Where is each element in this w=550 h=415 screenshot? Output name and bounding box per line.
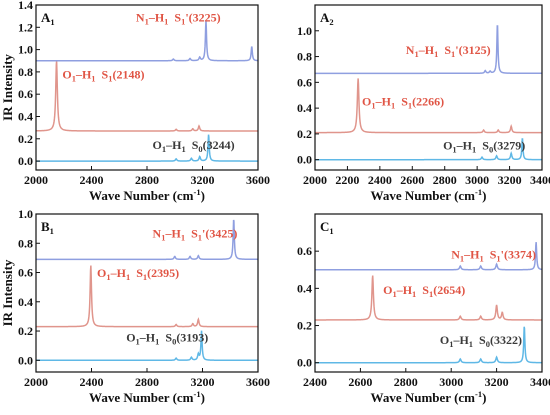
x-axis-label: Wave Number (cm-1) <box>89 187 205 203</box>
x-axis-label: Wave Number (cm-1) <box>371 187 487 203</box>
y-axis-label: IR Intensity <box>0 54 15 121</box>
spectrum-line-3 <box>36 20 258 62</box>
peak-annotation-3: O1–H1 S0(3244) <box>153 138 235 154</box>
spectrum-line-1 <box>315 326 542 364</box>
panel-label: A2 <box>320 10 334 27</box>
y-tick-label: 0.2 <box>18 132 33 146</box>
x-tick-label: 3000 <box>439 375 463 389</box>
x-tick-label: 2600 <box>400 173 424 187</box>
x-axis-label: Wave Number (cm-1) <box>89 389 205 405</box>
plot-frame <box>314 213 543 373</box>
y-tick-label: 1.2 <box>18 20 33 34</box>
x-tick-label: 2000 <box>24 375 48 389</box>
y-tick-label: 0.0 <box>18 353 33 367</box>
plot-frame <box>314 4 543 171</box>
x-tick-label: 2400 <box>303 375 327 389</box>
y-tick-label: 0.2 <box>297 319 312 333</box>
spectrum-line-2 <box>315 275 542 321</box>
x-tick-label: 2400 <box>80 173 104 187</box>
x-tick-label: 3200 <box>498 173 522 187</box>
x-tick-label: 2000 <box>303 173 327 187</box>
y-tick-label: 0.6 <box>18 87 33 101</box>
y-tick-label: 0.6 <box>18 266 33 280</box>
y-tick-label: 0.4 <box>297 101 312 115</box>
panel-label: C1 <box>320 219 334 236</box>
peak-annotation-1: N1–H1 S1'(3374) <box>451 248 536 264</box>
x-tick-label: 2400 <box>80 375 104 389</box>
y-tick-label: 0.6 <box>297 75 312 89</box>
peak-annotation-3: O1–H1 S0(3322) <box>440 333 522 349</box>
panel-label: A1 <box>41 10 55 27</box>
y-tick-label: 1.0 <box>297 24 312 38</box>
peak-annotation-2: O1–H1 S1(2266) <box>362 95 444 111</box>
y-tick-label: 0.8 <box>297 50 312 64</box>
y-axis-label: IR Intensity <box>0 259 15 326</box>
x-axis-label: Wave Number (cm-1) <box>371 389 487 405</box>
y-tick-label: 0.8 <box>18 236 33 250</box>
peak-annotation-1: N1–H1 S1'(3125) <box>406 43 491 59</box>
x-tick-label: 2600 <box>348 375 372 389</box>
y-tick-label: 0.8 <box>18 65 33 79</box>
spectrum-line-2 <box>36 61 258 132</box>
x-tick-label: 3600 <box>246 375 270 389</box>
spectrum-line-3 <box>36 219 258 261</box>
panel-a1: 2000 2400 2800 3200 3600 0.0 0.2 0.4 0.6 0.8 1.0 1.… <box>0 0 270 203</box>
y-tick-label: 0.0 <box>297 356 312 370</box>
y-tick-label: 0.0 <box>18 154 33 168</box>
spectrum-line-1 <box>36 134 258 162</box>
x-tick-label: 3200 <box>191 173 215 187</box>
y-tick-label: 0.6 <box>297 244 312 258</box>
y-tick-label: 0.4 <box>297 281 312 295</box>
x-tick-label: 2800 <box>394 375 418 389</box>
spectrum-line-3 <box>315 25 542 75</box>
y-tick-label: 0.4 <box>18 295 33 309</box>
panel-b1: 2000 2400 2800 3200 3600 0.0 0.2 0.4 0.6 0.8 1.0 Wa… <box>0 207 270 405</box>
peak-annotation-2: O1–H1 S1(2654) <box>383 283 465 299</box>
spectrum-line-2 <box>315 78 542 134</box>
peak-annotation-1: N1–H1 S1'(3425) <box>153 226 238 242</box>
peak-annotation-2: O1–H1 S1(2395) <box>97 266 179 282</box>
x-tick-label: 3200 <box>485 375 509 389</box>
y-tick-label: 0.0 <box>297 153 312 167</box>
x-tick-label: 2800 <box>135 173 159 187</box>
panel-label: B1 <box>41 219 54 236</box>
y-tick-label: 0.2 <box>297 127 312 141</box>
x-tick-label: 3600 <box>246 173 270 187</box>
x-tick-label: 3000 <box>465 173 489 187</box>
x-tick-label: 2800 <box>135 375 159 389</box>
y-tick-label: 1.0 <box>18 207 33 221</box>
y-tick-label: 0.4 <box>18 109 33 123</box>
peak-annotation-3: O1–H1 S0(3279) <box>443 138 525 154</box>
x-tick-label: 2800 <box>433 173 457 187</box>
x-tick-label: 2000 <box>24 173 48 187</box>
y-tick-label: 1.4 <box>18 0 33 12</box>
spectrum-line-1 <box>315 138 542 161</box>
x-tick-label: 3200 <box>191 375 215 389</box>
peak-annotation-2: O1–H1 S1(2148) <box>62 68 144 84</box>
y-tick-label: 0.2 <box>18 324 33 338</box>
y-tick-label: 1.0 <box>18 43 33 57</box>
spectrum-line-3 <box>315 242 542 271</box>
x-tick-label: 2200 <box>335 173 359 187</box>
peak-annotation-1: N1–H1 S1'(3225) <box>136 11 221 27</box>
spectrum-line-1 <box>36 330 258 362</box>
x-tick-label: 2400 <box>368 173 392 187</box>
peak-annotation-3: O1–H1 S0(3193) <box>126 330 208 346</box>
spectrum-line-2 <box>36 265 258 328</box>
